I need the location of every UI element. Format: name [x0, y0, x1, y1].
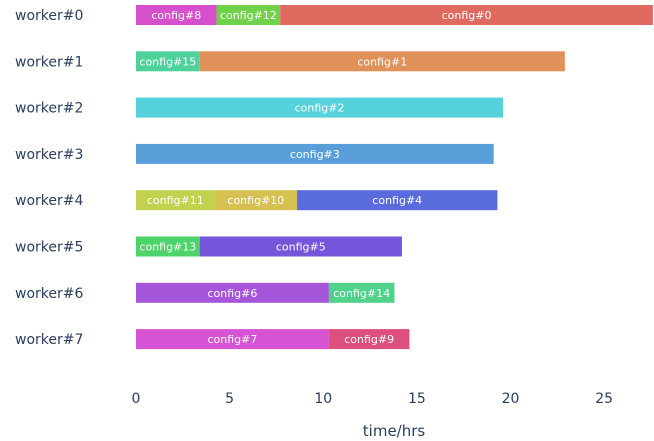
worker-row: worker#4 config#11 config#10 config#4	[15, 190, 498, 211]
worker-rows: worker#0 config#8 config#12 config#0worker#…	[15, 5, 653, 350]
config-bar[interactable]	[328, 282, 395, 303]
config-bar[interactable]	[216, 5, 281, 25]
x-tick-label: 25	[595, 391, 613, 407]
x-axis-title: time/hrs	[363, 422, 426, 440]
config-bar-label: config#12	[220, 9, 277, 22]
worker-label: worker#2	[15, 101, 83, 117]
worker-row: worker#7 config#7 config#9	[15, 329, 410, 350]
worker-label: worker#0	[15, 8, 83, 24]
config-bar[interactable]	[280, 5, 653, 25]
x-tick-label: 10	[314, 391, 332, 407]
config-bar-label: config#6	[208, 287, 258, 300]
worker-label: worker#7	[15, 332, 83, 348]
config-bar-label: config#13	[139, 241, 196, 254]
x-tick-label: 5	[225, 391, 234, 407]
worker-row: worker#5 config#13 config#5	[15, 236, 402, 257]
config-bar-label: config#8	[151, 9, 201, 22]
config-bar[interactable]	[136, 282, 329, 303]
worker-row: worker#0 config#8 config#12 config#0	[15, 5, 653, 25]
config-bar-label: config#3	[290, 148, 340, 161]
config-bar-label: config#0	[442, 9, 492, 22]
worker-label: worker#6	[15, 286, 83, 302]
config-bar-label: config#5	[276, 241, 326, 254]
config-bar-label: config#2	[295, 102, 345, 115]
worker-label: worker#1	[15, 54, 83, 70]
config-bar[interactable]	[136, 190, 215, 211]
config-bar-label: config#4	[372, 194, 422, 207]
config-bar-label: config#9	[344, 333, 394, 346]
worker-row: worker#2 config#2	[15, 97, 504, 118]
worker-row: worker#3 config#3	[15, 143, 494, 164]
x-tick-label: 15	[408, 391, 426, 407]
config-bar-label: config#11	[147, 194, 204, 207]
config-bar[interactable]	[199, 51, 565, 72]
config-bar[interactable]	[328, 329, 410, 350]
worker-label: worker#3	[15, 147, 83, 163]
config-bar[interactable]	[136, 236, 200, 257]
config-bar-label: config#14	[333, 287, 390, 300]
config-bar[interactable]	[136, 51, 200, 72]
config-bar[interactable]	[214, 190, 298, 211]
config-bar-label: config#7	[208, 333, 258, 346]
config-bar-label: config#15	[139, 55, 196, 68]
config-bar-label: config#10	[227, 194, 284, 207]
worker-label: worker#4	[15, 193, 83, 209]
config-bar-label: config#1	[357, 55, 407, 68]
config-bar[interactable]	[136, 97, 504, 118]
x-tick-label: 0	[132, 391, 141, 407]
config-bar[interactable]	[136, 143, 494, 164]
config-bar[interactable]	[136, 329, 329, 350]
worker-label: worker#5	[15, 240, 83, 256]
x-axis: 0 5 10 15 20 25	[132, 391, 614, 407]
worker-row: worker#1 config#15 config#1	[15, 51, 565, 72]
config-bar[interactable]	[297, 190, 498, 211]
config-bar[interactable]	[199, 236, 402, 257]
config-bar[interactable]	[136, 5, 217, 25]
x-tick-label: 20	[502, 391, 520, 407]
worker-row: worker#6 config#6 config#14	[15, 282, 395, 303]
